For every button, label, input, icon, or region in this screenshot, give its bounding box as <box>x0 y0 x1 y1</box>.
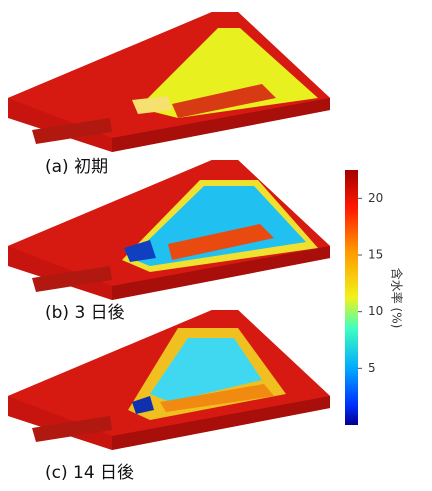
figure: (a) 初期 (b) 3 日後 (c) 14 日後 含水率 (%) 20 15 10… <box>0 0 432 491</box>
caption: (b) 3 日後 <box>45 303 125 323</box>
model-a <box>8 12 330 152</box>
caption: (a) 初期 <box>45 157 108 177</box>
tick-label: 5 <box>368 361 376 375</box>
model-b <box>8 160 330 300</box>
tick-label: 10 <box>368 304 383 318</box>
tick-label: 20 <box>368 191 383 205</box>
caption: (c) 14 日後 <box>45 463 134 483</box>
colorbar-label: 含水率 (%) <box>390 268 405 329</box>
colorbar <box>345 170 358 425</box>
model-c <box>8 310 330 450</box>
tick-label: 15 <box>368 248 383 262</box>
